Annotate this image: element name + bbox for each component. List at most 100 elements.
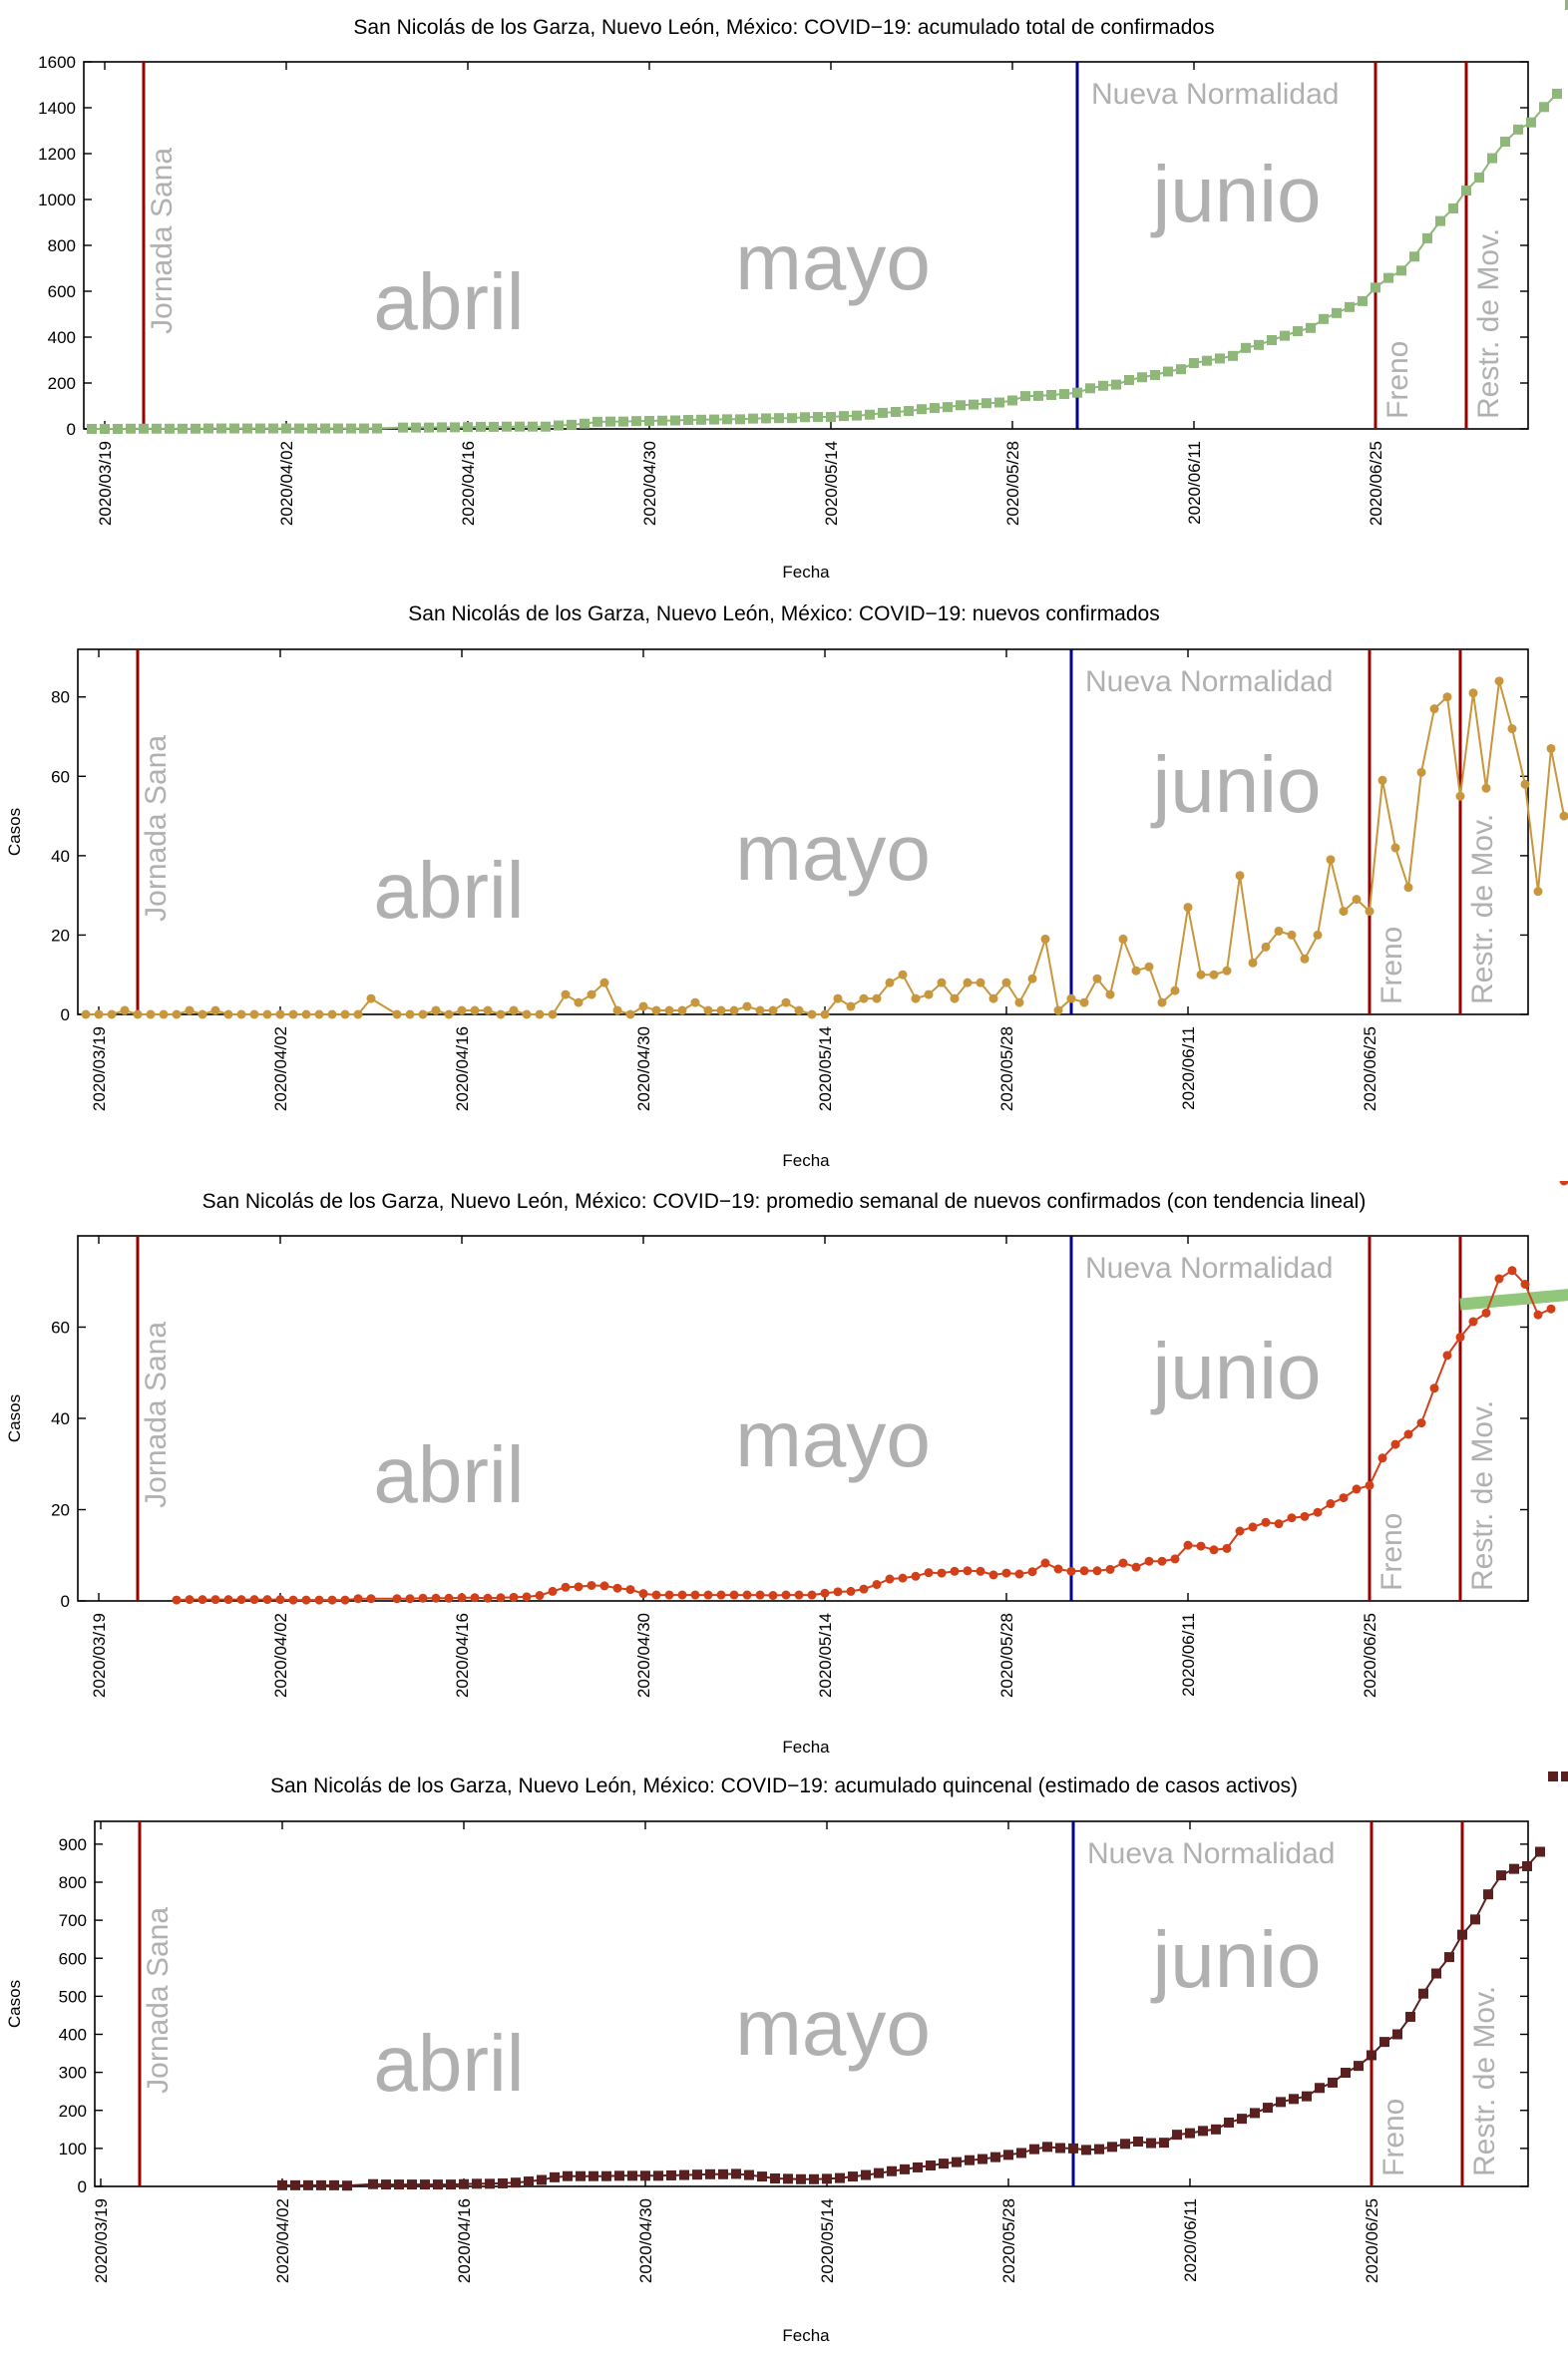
month-label-mayo: mayo [735,1983,931,2072]
data-point [407,2179,417,2190]
data-point [859,993,869,1003]
data-point [587,989,596,999]
y-tick-label: 200 [48,374,76,393]
data-point [496,1009,506,1019]
data-point [1409,251,1419,262]
data-point [1315,2083,1325,2094]
data-point [1483,1889,1493,1900]
data-point [223,1009,233,1019]
data-point [820,1009,830,1019]
data-point [1520,779,1530,789]
data-point [191,423,200,434]
y-tick-label: 300 [59,2064,87,2083]
data-point [670,415,680,426]
data-point [1183,903,1193,913]
data-point [731,2168,741,2179]
data-point [878,407,888,418]
data-point [1487,153,1497,164]
data-point [612,1583,622,1593]
data-point [524,2176,534,2187]
event-label: Nueva Normalidad [1091,78,1339,111]
data-point [463,422,473,433]
data-point [496,1593,506,1603]
data-point [353,1009,363,1019]
data-point [1053,1564,1063,1574]
data-point [437,422,447,433]
chart-panel-1: San Nicolás de los Garza, Nuevo León, Mé… [0,0,1568,590]
data-point [139,423,149,434]
data-point [340,1009,350,1019]
data-point [522,1592,532,1602]
data-point [705,2168,715,2179]
data-point [372,423,382,434]
data-point [1457,1929,1467,1940]
data-point [1300,954,1310,964]
data-point [692,2169,702,2180]
data-point [605,416,615,427]
event-label: Restr. de Mov. [1466,1400,1499,1591]
data-point [1131,1562,1141,1572]
data-point [444,1593,454,1603]
event-label: Restr. de Mov. [1468,1986,1501,2176]
data-point [735,414,745,425]
data-point [748,413,758,424]
data-point [1429,704,1439,714]
event-label: Jornada Sana [140,735,173,922]
data-point [1124,375,1134,386]
month-label-abril: abril [373,846,524,935]
data-point [522,1009,532,1019]
month-label-abril: abril [373,2019,524,2108]
x-tick-label: 2020/05/28 [997,1613,1016,1698]
event-label: Freno [1381,341,1414,419]
data-point [1146,2138,1156,2149]
data-point [255,423,265,434]
y-tick-label: 800 [48,236,76,255]
data-point [1377,775,1387,785]
data-point [1533,887,1543,897]
data-point [353,1594,363,1604]
x-tick-label: 2020/04/02 [271,1613,290,1698]
data-point [796,2173,806,2184]
data-point [489,421,499,432]
series-line [176,1269,1552,1602]
data-point [872,1580,882,1590]
data-point [1157,997,1167,1007]
y-tick-label: 400 [59,2026,87,2045]
month-label-junio: junio [1150,740,1321,829]
data-point [1144,1556,1154,1566]
data-point [126,423,136,434]
data-point [1352,1484,1362,1494]
data-point [1339,1493,1349,1503]
data-point [1559,811,1568,821]
data-point [242,423,252,434]
data-point [930,403,940,414]
data-point [904,406,914,417]
data-point [822,2173,832,2184]
data-point [1422,232,1432,243]
data-point [1107,2142,1117,2153]
data-point [1306,322,1316,333]
data-point [1228,350,1238,361]
data-point [587,1580,596,1590]
data-point [988,993,998,1003]
data-point [644,415,654,426]
data-point [1261,1517,1271,1527]
data-point [729,1005,739,1015]
data-point [314,1009,324,1019]
data-point [651,1590,661,1600]
data-point [1416,1418,1426,1428]
data-point [394,2179,404,2190]
data-point [1185,2128,1195,2139]
data-point [236,1009,246,1019]
data-point [618,416,628,427]
data-point [1468,1317,1478,1327]
x-tick-label: 2020/06/11 [1179,1026,1198,1110]
y-tick-label: 1600 [38,53,76,72]
data-point [1222,1543,1232,1553]
data-point [567,419,577,430]
data-point [483,1593,493,1603]
data-point [1001,978,1011,987]
data-point [1379,2037,1389,2048]
data-point [1105,1564,1115,1574]
month-label-abril: abril [373,1430,524,1519]
